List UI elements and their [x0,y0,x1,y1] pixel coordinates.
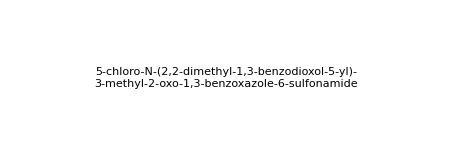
Text: 5-chloro-N-(2,2-dimethyl-1,3-benzodioxol-5-yl)-
3-methyl-2-oxo-1,3-benzoxazole-6: 5-chloro-N-(2,2-dimethyl-1,3-benzodioxol… [94,67,357,89]
